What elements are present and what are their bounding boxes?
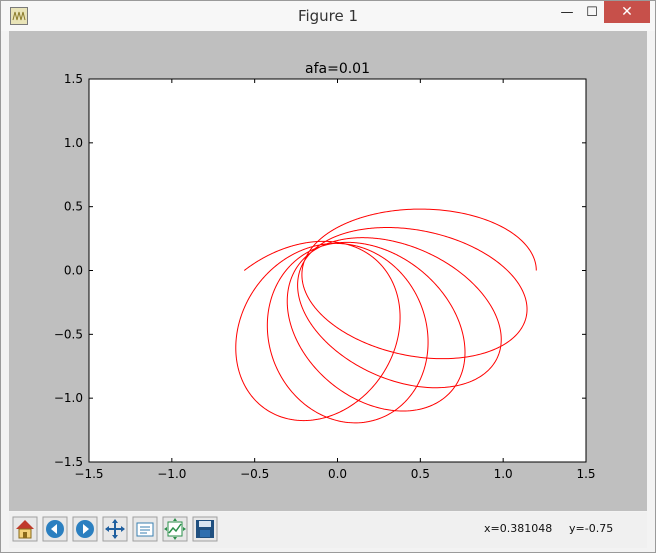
x-tick-label: 0.0 bbox=[328, 467, 347, 481]
y-tick-label: −1.0 bbox=[54, 391, 83, 405]
plot-svg: afa=0.01 −1.5 −1.0 −0.5 0.0 0.5 1.0 1.5 1.5 1.0… bbox=[54, 61, 596, 481]
forward-arrow-icon[interactable] bbox=[72, 516, 98, 542]
y-axis-ticks: 1.5 1.0 0.5 0.0 −0.5 −1.0 −1.5 bbox=[54, 72, 586, 469]
series-line bbox=[235, 208, 537, 424]
subplots-config-icon[interactable] bbox=[162, 516, 188, 542]
x-tick-label: −0.5 bbox=[240, 467, 269, 481]
navigation-toolbar: x=0.381048 y=-0.75 bbox=[9, 512, 647, 548]
x-axis-ticks: −1.5 −1.0 −0.5 0.0 0.5 1.0 1.5 bbox=[74, 79, 596, 481]
x-tick-label: 1.5 bbox=[576, 467, 595, 481]
x-tick-label: 1.0 bbox=[494, 467, 513, 481]
figure-canvas[interactable]: afa=0.01 −1.5 −1.0 −0.5 0.0 0.5 1.0 1.5 1.5 1.0… bbox=[9, 31, 647, 511]
zoom-rect-icon[interactable] bbox=[132, 516, 158, 542]
maximize-button[interactable]: ☐ bbox=[586, 4, 598, 20]
x-tick-label: −1.5 bbox=[74, 467, 103, 481]
y-tick-label: −1.5 bbox=[54, 455, 83, 469]
title-bar[interactable]: Figure 1 — ☐ ✕ bbox=[1, 1, 655, 31]
y-tick-label: 0.5 bbox=[64, 200, 83, 214]
pan-move-icon[interactable] bbox=[102, 516, 128, 542]
cursor-y-readout: y=-0.75 bbox=[569, 522, 614, 535]
home-icon[interactable] bbox=[12, 516, 38, 542]
x-tick-label: 0.5 bbox=[411, 467, 430, 481]
y-tick-label: 0.0 bbox=[64, 264, 83, 278]
chart-title: afa=0.01 bbox=[305, 61, 370, 77]
window-title: Figure 1 bbox=[297, 7, 359, 25]
back-arrow-icon[interactable] bbox=[42, 516, 68, 542]
y-tick-label: 1.0 bbox=[64, 136, 83, 150]
cursor-x-readout: x=0.381048 bbox=[484, 522, 553, 535]
app-icon bbox=[10, 7, 28, 25]
save-disk-icon[interactable] bbox=[192, 516, 218, 542]
y-tick-label: 1.5 bbox=[64, 72, 83, 86]
axes-background bbox=[88, 78, 587, 463]
minimize-button[interactable]: — bbox=[560, 4, 574, 20]
x-tick-label: −1.0 bbox=[157, 467, 186, 481]
close-button[interactable]: ✕ bbox=[604, 1, 650, 23]
y-tick-label: −0.5 bbox=[54, 327, 83, 341]
